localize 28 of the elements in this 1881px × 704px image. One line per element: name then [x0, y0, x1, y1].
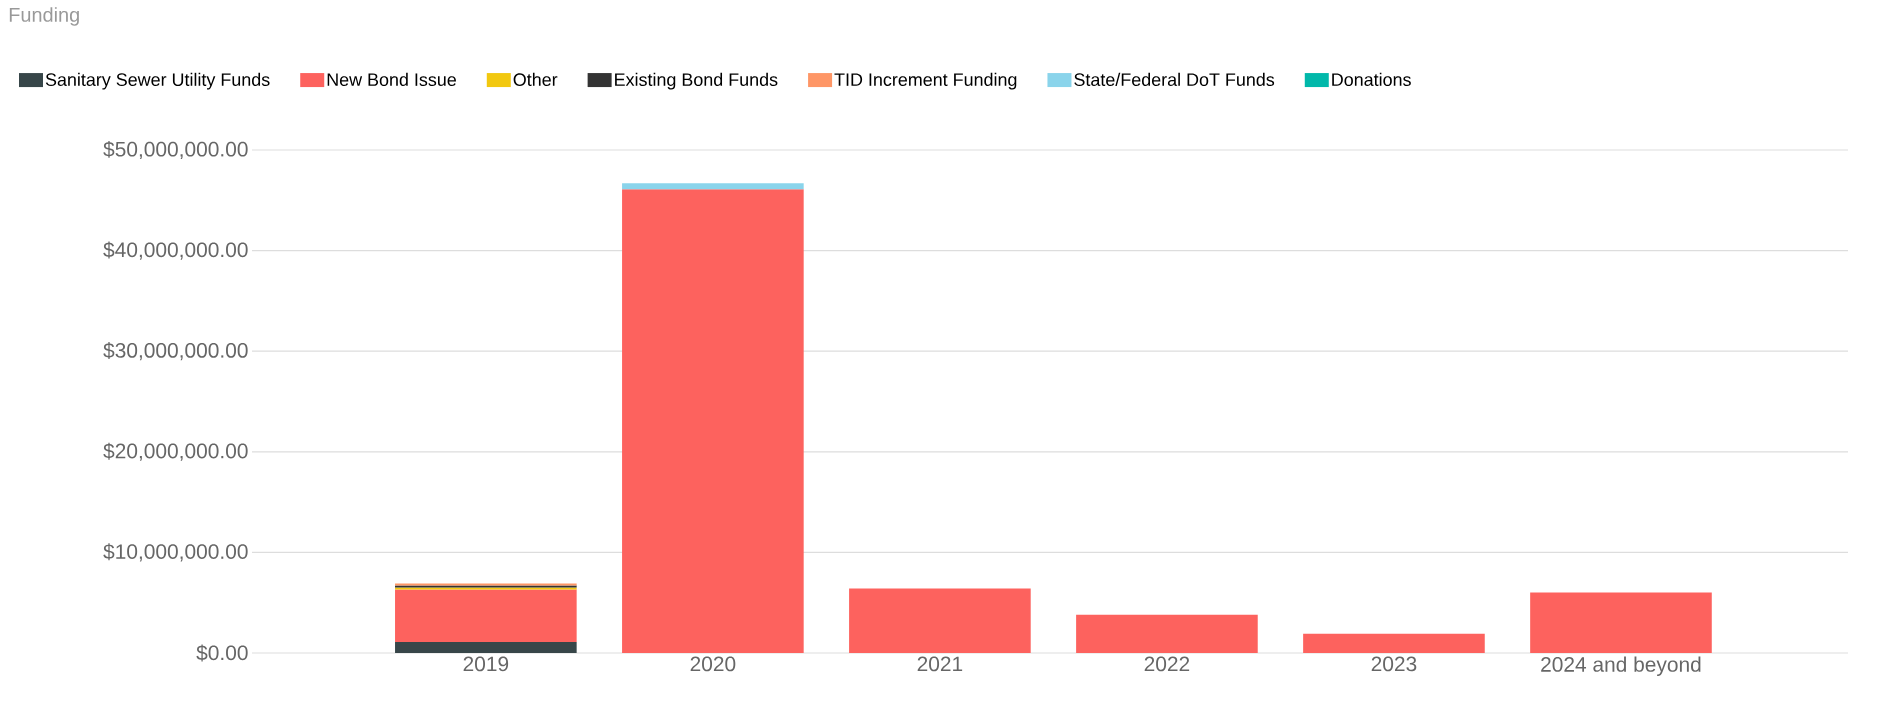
bar — [622, 183, 804, 190]
legend-label: Donations — [1332, 72, 1411, 86]
y-tick-label: $50,000,000.00 — [103, 140, 248, 160]
bar — [1076, 614, 1258, 653]
y-tick-label: $0.00 — [196, 644, 248, 662]
y-tick-label: $30,000,000.00 — [103, 342, 248, 361]
bar — [1530, 592, 1712, 653]
bar — [395, 589, 577, 642]
x-tick-label: 2023 — [1371, 656, 1417, 672]
x-tick-label: 2020 — [690, 656, 736, 672]
legend-label: Existing Bond Funds — [615, 72, 778, 90]
bar — [622, 189, 804, 653]
legend-label: Sanitary Sewer Utility Funds — [45, 72, 270, 90]
x-tick-label: 2024 and beyond — [1541, 656, 1701, 677]
y-tick-label: $20,000,000.00 — [103, 442, 248, 461]
y-tick-label: $40,000,000.00 — [103, 241, 248, 260]
bar — [849, 588, 1031, 653]
y-tick-label: $10,000,000.00 — [103, 543, 248, 562]
legend-label: New Bond Issue — [327, 72, 456, 86]
x-tick-label: 2022 — [1144, 656, 1190, 672]
bar — [1303, 633, 1485, 653]
bar — [395, 641, 577, 653]
text: Funding — [9, 7, 79, 26]
legend-label: State/Federal DoT Funds — [1074, 72, 1275, 86]
legend-label: Other — [513, 72, 558, 86]
legend-label: TID Increment Funding — [834, 72, 1017, 90]
x-tick-label: 2019 — [463, 656, 509, 672]
x-tick-label: 2021 — [917, 656, 963, 672]
